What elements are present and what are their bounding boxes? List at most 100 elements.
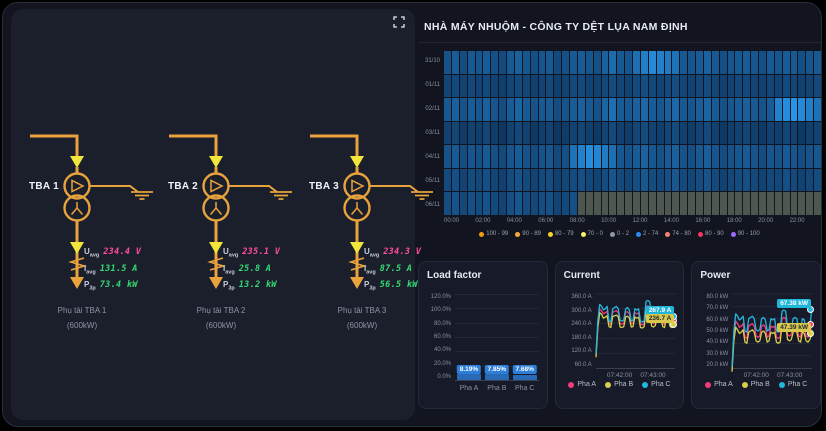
heatmap-cell[interactable] [759,168,766,192]
heatmap-cell[interactable] [444,121,451,145]
heatmap-cell[interactable] [625,192,632,215]
heatmap-cell[interactable] [609,121,617,145]
heatmap-cell[interactable] [711,168,719,192]
heatmap-cell[interactable] [633,145,640,168]
heatmap-cell[interactable] [617,74,625,98]
heatmap-cell[interactable] [577,74,585,98]
heatmap-cell[interactable] [782,145,790,168]
heatmap-cell[interactable] [507,98,514,121]
heatmap-cell[interactable] [499,192,506,215]
heatmap-cell[interactable] [782,192,790,215]
heatmap-cell[interactable] [475,74,483,98]
heatmap-cell[interactable] [507,51,514,74]
heatmap-cell[interactable] [719,121,727,145]
heatmap-cell[interactable] [546,51,554,74]
heatmap-cell[interactable] [475,145,483,168]
heatmap-cell[interactable] [570,168,577,192]
heatmap-cell[interactable] [790,168,798,192]
heatmap-cell[interactable] [499,145,506,168]
heatmap-cell[interactable] [444,145,451,168]
heatmap-cell[interactable] [656,121,664,145]
heatmap-cell[interactable] [703,192,711,215]
heatmap-cell[interactable] [703,51,711,74]
heatmap-cell[interactable] [806,74,814,98]
heatmap-cell[interactable] [601,145,609,168]
heatmap-cell[interactable] [499,98,506,121]
heatmap-cell[interactable] [774,51,782,74]
heatmap-cell[interactable] [625,121,632,145]
heatmap-cell[interactable] [782,74,790,98]
legend-item-pha-a[interactable]: Pha A [568,381,596,388]
heatmap-legend-item[interactable]: 2 - 74 [636,231,658,237]
heatmap-cell[interactable] [514,168,522,192]
heatmap-cell[interactable] [759,145,766,168]
heatmap-cell[interactable] [554,192,562,215]
heatmap-cell[interactable] [688,168,695,192]
heatmap-cell[interactable] [467,121,475,145]
heatmap-cell[interactable] [570,145,577,168]
heatmap-cell[interactable] [735,145,743,168]
heatmap-cell[interactable] [640,74,648,98]
heatmap-cell[interactable] [538,51,546,74]
heatmap-cell[interactable] [774,74,782,98]
heatmap-legend-item[interactable]: 90 - 89 [515,231,541,237]
line-chart-canvas[interactable] [596,294,676,368]
heatmap-cell[interactable] [451,168,459,192]
heatmap-cell[interactable] [467,192,475,215]
heatmap-cell[interactable] [585,145,593,168]
heatmap-cell[interactable] [633,121,640,145]
heatmap-cell[interactable] [696,121,703,145]
heatmap-cell[interactable] [459,98,467,121]
heatmap-cell[interactable] [727,98,735,121]
heatmap-cell[interactable] [664,74,672,98]
heatmap-cell[interactable] [719,145,727,168]
heatmap-cell[interactable] [640,51,648,74]
heatmap-cell[interactable] [743,145,751,168]
heatmap-cell[interactable] [522,98,530,121]
heatmap-cell[interactable] [601,98,609,121]
heatmap-cell[interactable] [648,192,656,215]
heatmap-cell[interactable] [625,98,632,121]
heatmap-cell[interactable] [766,145,774,168]
heatmap-cell[interactable] [672,121,680,145]
heatmap-cell[interactable] [475,192,483,215]
heatmap-cell[interactable] [522,192,530,215]
bar-slot[interactable]: 7.68% [511,294,539,380]
heatmap-legend-item[interactable]: 80 - 79 [547,231,574,237]
heatmap-cell[interactable] [688,192,695,215]
heatmap-cell[interactable] [514,98,522,121]
heatmap-cell[interactable] [467,168,475,192]
heatmap-cell[interactable] [507,74,514,98]
heatmap-cell[interactable] [451,121,459,145]
heatmap-cell[interactable] [609,98,617,121]
heatmap-cell[interactable] [483,145,491,168]
heatmap-cell[interactable] [759,192,766,215]
heatmap-cell[interactable] [514,192,522,215]
heatmap-cell[interactable] [696,145,703,168]
heatmap-cell[interactable] [491,192,499,215]
heatmap-cell[interactable] [546,192,554,215]
heatmap-cell[interactable] [703,121,711,145]
heatmap-cell[interactable] [593,168,601,192]
heatmap-cell[interactable] [562,98,569,121]
heatmap-cell[interactable] [601,51,609,74]
heatmap-cell[interactable] [522,121,530,145]
heatmap-cell[interactable] [782,51,790,74]
heatmap-cell[interactable] [798,121,806,145]
heatmap-cell[interactable] [585,192,593,215]
heatmap-cell[interactable] [680,98,688,121]
heatmap-cell[interactable] [782,168,790,192]
heatmap-cell[interactable] [648,168,656,192]
heatmap-cell[interactable] [703,74,711,98]
heatmap-cell[interactable] [483,98,491,121]
heatmap-cell[interactable] [719,168,727,192]
heatmap-cell[interactable] [798,145,806,168]
heatmap-cell[interactable] [585,168,593,192]
heatmap-cell[interactable] [774,121,782,145]
heatmap-cell[interactable] [664,145,672,168]
heatmap-cell[interactable] [483,74,491,98]
heatmap-cell[interactable] [727,145,735,168]
heatmap-cell[interactable] [688,98,695,121]
heatmap-cell[interactable] [814,74,821,98]
heatmap-cell[interactable] [743,121,751,145]
